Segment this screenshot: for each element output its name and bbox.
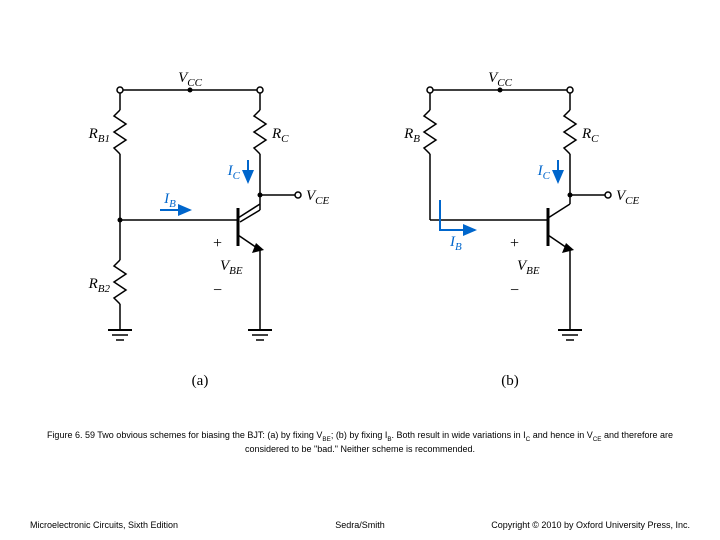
figure-caption: Figure 6. 59 Two obvious schemes for bia… — [40, 430, 680, 456]
svg-text:VCC: VCC — [178, 70, 203, 89]
footer-center: Sedra/Smith — [335, 520, 385, 530]
svg-text:−: − — [213, 282, 222, 299]
svg-text:IB: IB — [449, 234, 462, 253]
svg-text:VCE: VCE — [616, 188, 640, 207]
svg-text:VCE: VCE — [306, 188, 330, 207]
svg-text:IB: IB — [163, 191, 176, 210]
svg-text:IC: IC — [537, 163, 551, 182]
footer-right: Copyright © 2010 by Oxford University Pr… — [491, 520, 690, 530]
svg-text:IC: IC — [227, 163, 241, 182]
svg-text:VBE: VBE — [517, 258, 540, 277]
footer-left: Microelectronic Circuits, Sixth Edition — [30, 520, 178, 530]
svg-text:RB2: RB2 — [88, 276, 111, 295]
svg-text:RB1: RB1 — [88, 126, 110, 145]
caption-text: Figure 6. 59 Two obvious schemes for bia… — [47, 430, 673, 454]
svg-text:(a): (a) — [192, 373, 209, 389]
svg-text:VBE: VBE — [220, 258, 243, 277]
svg-text:(b): (b) — [501, 373, 519, 389]
svg-text:VCC: VCC — [488, 70, 513, 89]
svg-text:+: + — [510, 235, 519, 252]
circuit-b: VCC RB IB RC IC VCE — [403, 70, 639, 389]
svg-text:RB: RB — [403, 126, 420, 145]
circuit-diagram: VCC RB1 RB2 RC IC VCE — [60, 70, 660, 400]
circuit-a: VCC RB1 RB2 RC IC VCE — [88, 70, 330, 389]
svg-text:−: − — [510, 282, 519, 299]
svg-text:RC: RC — [271, 126, 289, 145]
svg-text:RC: RC — [581, 126, 599, 145]
svg-text:+: + — [213, 235, 222, 252]
